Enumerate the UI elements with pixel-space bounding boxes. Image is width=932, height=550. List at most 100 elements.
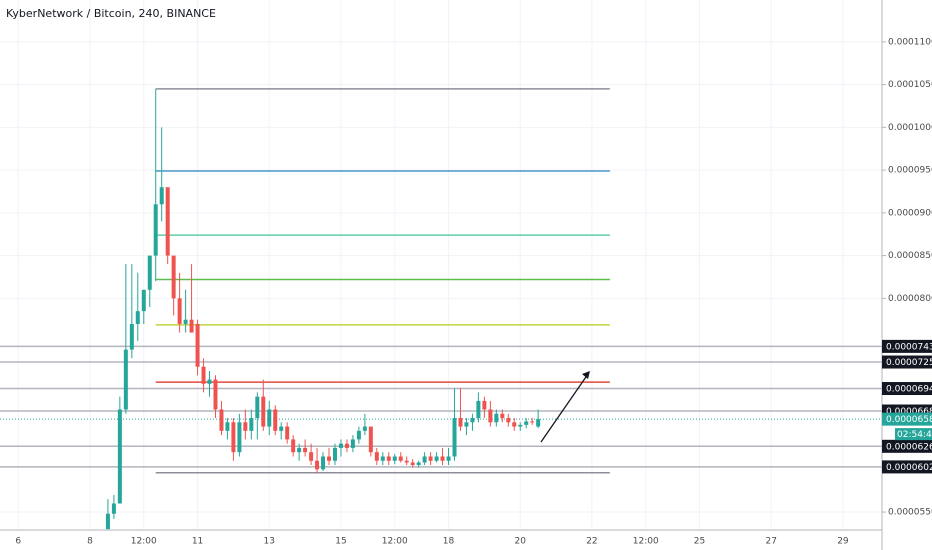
price-tag: [882, 339, 932, 353]
x-tick-label: 6: [15, 537, 21, 547]
candle-body: [285, 426, 290, 440]
price-tag: [882, 439, 932, 453]
candle-body: [380, 456, 385, 461]
candle-body: [279, 426, 284, 431]
x-tick-label: 22: [586, 537, 597, 547]
candle-body: [159, 187, 164, 205]
x-tick-label: 29: [837, 537, 849, 547]
countdown-tag: [895, 428, 932, 441]
candle-body: [536, 419, 541, 427]
candle-body: [309, 452, 314, 461]
candle-body: [207, 379, 212, 384]
candle-body: [237, 422, 242, 453]
price-tag-label: 0.00006945: [886, 385, 932, 395]
candle-body: [344, 443, 349, 448]
candle-body: [356, 430, 361, 440]
candle-body: [123, 349, 128, 410]
candle-body: [213, 379, 218, 410]
last-price-tag: [882, 412, 932, 426]
candle-body: [117, 409, 122, 504]
x-tick-label: 12:00: [382, 537, 408, 547]
x-tick-label: 18: [443, 537, 455, 547]
candle-body: [231, 422, 236, 453]
price-tag-label: 0.00007438: [886, 342, 932, 352]
candle-body: [327, 456, 332, 461]
chart-title: KyberNetwork / Bitcoin, 240, BINANCE: [6, 7, 216, 20]
candle-body: [500, 413, 505, 419]
candle-body: [440, 456, 445, 461]
y-tick-label: 0.00010500: [888, 80, 932, 90]
candle-body: [249, 418, 254, 431]
last-price-label: 0.00006587: [886, 415, 932, 425]
candle-body: [135, 311, 140, 324]
candle-body: [452, 418, 457, 457]
candle-body: [171, 255, 176, 299]
x-tick-label: 20: [515, 537, 527, 547]
candle-body: [386, 456, 391, 461]
candle-body: [476, 400, 481, 419]
candle-body: [147, 255, 152, 290]
candle-body: [512, 422, 517, 427]
candle-body: [111, 503, 116, 514]
candle-body: [350, 439, 355, 448]
price-tag-label: 0.00006682: [886, 407, 932, 417]
price-tag-label: 0.00006028: [886, 463, 932, 473]
candle-body: [165, 187, 170, 256]
candle-body: [374, 452, 379, 461]
candle-body: [530, 421, 535, 423]
candle-body: [183, 319, 188, 324]
arrow-head: [582, 371, 590, 379]
candle-body: [141, 289, 146, 312]
candle-body: [410, 462, 415, 466]
candle-body: [315, 460, 320, 470]
price-tag-label: 0.00006269: [886, 442, 932, 452]
price-tag-label: 0.00007255: [886, 358, 932, 368]
y-tick-label: 0.00010000: [888, 123, 932, 133]
x-tick-label: 11: [192, 537, 203, 547]
price-tag: [882, 382, 932, 396]
candle-body: [524, 421, 529, 425]
candle-body: [434, 456, 439, 461]
candle-body: [446, 456, 451, 461]
trend-arrow: [540, 373, 589, 443]
y-tick-label: 0.00005500: [888, 508, 932, 518]
candle-body: [177, 298, 182, 324]
x-tick-label: 12:00: [131, 537, 157, 547]
candle-body: [153, 204, 158, 256]
candle-body: [201, 366, 206, 384]
candle-body: [297, 447, 302, 453]
y-tick-label: 0.00011000: [888, 37, 932, 47]
candle-body: [273, 409, 278, 431]
candle-body: [470, 418, 475, 423]
candle-body: [464, 422, 469, 427]
candle-body: [105, 513, 110, 530]
candle-body: [518, 424, 523, 427]
candle-body: [321, 456, 326, 470]
candle-body: [458, 418, 463, 427]
candle-body: [243, 422, 248, 431]
candle-body: [404, 460, 409, 463]
x-tick-label: 13: [264, 537, 275, 547]
x-tick-label: 27: [765, 537, 776, 547]
y-tick-label: 0.00009000: [888, 208, 932, 218]
candle-body: [368, 426, 373, 453]
axes: 0.00011000 0.00010500 0.00010000 0.00009500…: [15, 37, 932, 547]
candles: [105, 88, 541, 530]
candle-body: [332, 447, 337, 461]
candle-body: [195, 323, 200, 367]
candle-body: [362, 426, 367, 431]
price-tag: [882, 460, 932, 474]
x-tick-label: 25: [694, 537, 705, 547]
candle-body: [291, 439, 296, 453]
candle-body: [338, 443, 343, 448]
candle-body: [398, 456, 403, 461]
y-tick-label: 0.00008500: [888, 251, 932, 261]
candle-body: [219, 409, 224, 431]
countdown: 02:54:43: [897, 430, 932, 440]
price-tag: [882, 355, 932, 369]
candle-body: [189, 319, 194, 333]
candle-body: [225, 422, 230, 431]
candle-body: [428, 456, 433, 461]
y-tick-label: 0.00009500: [888, 166, 932, 176]
x-tick-label: 15: [335, 537, 346, 547]
